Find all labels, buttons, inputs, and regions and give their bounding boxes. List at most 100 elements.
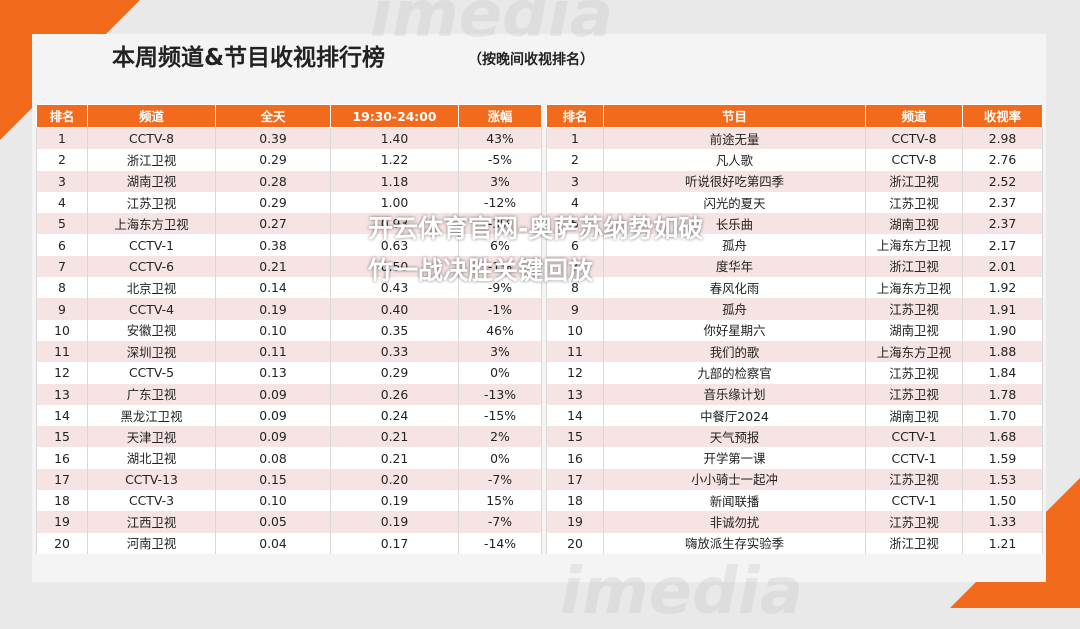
table-cell: 上海东方卫视 xyxy=(87,213,216,235)
table-cell: 0.14 xyxy=(215,277,331,299)
table-cell: 0.38 xyxy=(215,234,331,256)
table-cell: 4 xyxy=(36,191,88,214)
table-cell: 0.10 xyxy=(215,490,331,512)
table-cell: 1 xyxy=(546,127,604,150)
table-cell: 3 xyxy=(546,170,604,192)
table-cell: 0.15 xyxy=(215,468,331,491)
table-cell: 上海东方卫视 xyxy=(865,340,963,363)
table-cell: 0.40 xyxy=(330,298,459,320)
table-cell: 17 xyxy=(36,468,88,491)
table-cell: 14 xyxy=(546,404,604,427)
table-cell: 深圳卫视 xyxy=(87,340,216,363)
table-cell: 0.28 xyxy=(215,170,331,192)
table-cell: 2.37 xyxy=(962,191,1043,214)
table-row: 16 湖北卫视 0.08 0.21 0% xyxy=(36,447,542,469)
table-row: 13 广东卫视 0.09 0.26 -13% xyxy=(36,383,542,405)
column-header: 频道 xyxy=(865,104,963,128)
table-cell: 江苏卫视 xyxy=(865,511,963,533)
table-cell: 湖南卫视 xyxy=(865,213,963,235)
table-cell: 中餐厅2024 xyxy=(603,404,866,427)
table-row: 5 上海东方卫视 0.27 0.93 -3% xyxy=(36,213,542,235)
table-row: 12 CCTV-5 0.13 0.29 0% xyxy=(36,362,542,384)
page-title: 本周频道&节目收视排行榜 xyxy=(112,45,386,71)
table-cell: 46% xyxy=(458,319,542,341)
table-cell: 43% xyxy=(458,127,542,150)
table-cell: 0.29 xyxy=(215,191,331,214)
table-cell: 0.20 xyxy=(330,468,459,491)
table-cell: 15% xyxy=(458,490,542,512)
watermark-bottom: imedia xyxy=(560,555,803,629)
table-cell: 1.91 xyxy=(962,298,1043,320)
table-cell: CCTV-8 xyxy=(87,127,216,150)
table-cell: 2.98 xyxy=(962,127,1043,150)
column-header: 频道 xyxy=(87,104,216,128)
table-row: 7 CCTV-6 0.21 0.50 -1% xyxy=(36,255,542,278)
table-row: 20 河南卫视 0.04 0.17 -14% xyxy=(36,532,542,554)
table-row: 2 凡人歌 CCTV-8 2.76 xyxy=(546,149,1043,171)
table-cell: 开学第一课 xyxy=(603,447,866,469)
table-cell: 湖南卫视 xyxy=(865,404,963,427)
table-cell: -13% xyxy=(458,383,542,405)
table-cell: 0.13 xyxy=(215,362,331,384)
table-row: 12 九部的检察官 江苏卫视 1.84 xyxy=(546,362,1043,384)
table-cell: 2% xyxy=(458,426,542,448)
table-cell: 江苏卫视 xyxy=(865,298,963,320)
table-cell: 1.59 xyxy=(962,447,1043,469)
table-cell: 0.19 xyxy=(215,298,331,320)
table-row: 15 天气预报 CCTV-1 1.68 xyxy=(546,426,1043,448)
table-cell: 江苏卫视 xyxy=(87,191,216,214)
table-cell: 上海东方卫视 xyxy=(865,277,963,299)
table-cell: 0.29 xyxy=(215,149,331,171)
table-cell: 0.21 xyxy=(330,447,459,469)
table-row: 1 前途无量 CCTV-8 2.98 xyxy=(546,127,1043,150)
table-cell: 10 xyxy=(36,319,88,341)
table-cell: 8 xyxy=(546,277,604,299)
table-cell: 浙江卫视 xyxy=(865,170,963,192)
table-cell: 1 xyxy=(36,127,88,150)
table-cell: 0.39 xyxy=(215,127,331,150)
table-cell: 0.21 xyxy=(215,255,331,278)
table-cell: 0.27 xyxy=(215,213,331,235)
table-cell: 河南卫视 xyxy=(87,532,216,554)
table-row: 16 开学第一课 CCTV-1 1.59 xyxy=(546,447,1043,469)
table-cell: 0.26 xyxy=(330,383,459,405)
table-cell: 11 xyxy=(546,340,604,363)
table-cell: 9 xyxy=(546,298,604,320)
table-cell: 黑龙江卫视 xyxy=(87,404,216,427)
table-cell: 凡人歌 xyxy=(603,149,866,171)
table-cell: 7 xyxy=(546,255,604,278)
table-cell: -3% xyxy=(458,213,542,235)
table-cell: 1.68 xyxy=(962,426,1043,448)
table-cell: 天气预报 xyxy=(603,426,866,448)
table-cell: 广东卫视 xyxy=(87,383,216,405)
table-row: 18 新闻联播 CCTV-1 1.50 xyxy=(546,490,1043,512)
table-cell: CCTV-13 xyxy=(87,468,216,491)
table-cell: 0.04 xyxy=(215,532,331,554)
table-cell: 0.93 xyxy=(330,213,459,235)
program-ranking-table: 排名 节目 频道 收视率 1 前途无量 CCTV-8 2.98 2 凡人歌 CCTV-8 2.76 3… xyxy=(546,104,1043,554)
table-cell: CCTV-1 xyxy=(865,447,963,469)
table-cell: 13 xyxy=(36,383,88,405)
table-cell: 1.84 xyxy=(962,362,1043,384)
table-cell: 2 xyxy=(36,149,88,171)
table-cell: 浙江卫视 xyxy=(865,255,963,278)
table-row: 14 黑龙江卫视 0.09 0.24 -15% xyxy=(36,404,542,427)
overlay-headline: 开云体育官网-奥萨苏纳势如破竹一战决胜关键回放 xyxy=(368,214,704,285)
table-cell: 19 xyxy=(546,511,604,533)
table-cell: 0.63 xyxy=(330,234,459,256)
table-row: 8 北京卫视 0.14 0.43 -9% xyxy=(36,277,542,299)
table-cell: 0.09 xyxy=(215,426,331,448)
table-cell: 1.53 xyxy=(962,468,1043,491)
table-cell: 我们的歌 xyxy=(603,340,866,363)
table-cell: 0.19 xyxy=(330,511,459,533)
table-row: 19 非诚勿扰 江苏卫视 1.33 xyxy=(546,511,1043,533)
table-row: 2 浙江卫视 0.29 1.22 -5% xyxy=(36,149,542,171)
table-cell: 6% xyxy=(458,234,542,256)
table-cell: 1.92 xyxy=(962,277,1043,299)
table-cell: 江西卫视 xyxy=(87,511,216,533)
table-cell: 0.09 xyxy=(215,404,331,427)
table-cell: 音乐缘计划 xyxy=(603,383,866,405)
page-subtitle: （按晚间收视排名） xyxy=(468,52,594,68)
table-cell: 6 xyxy=(36,234,88,256)
table-cell: 浙江卫视 xyxy=(87,149,216,171)
